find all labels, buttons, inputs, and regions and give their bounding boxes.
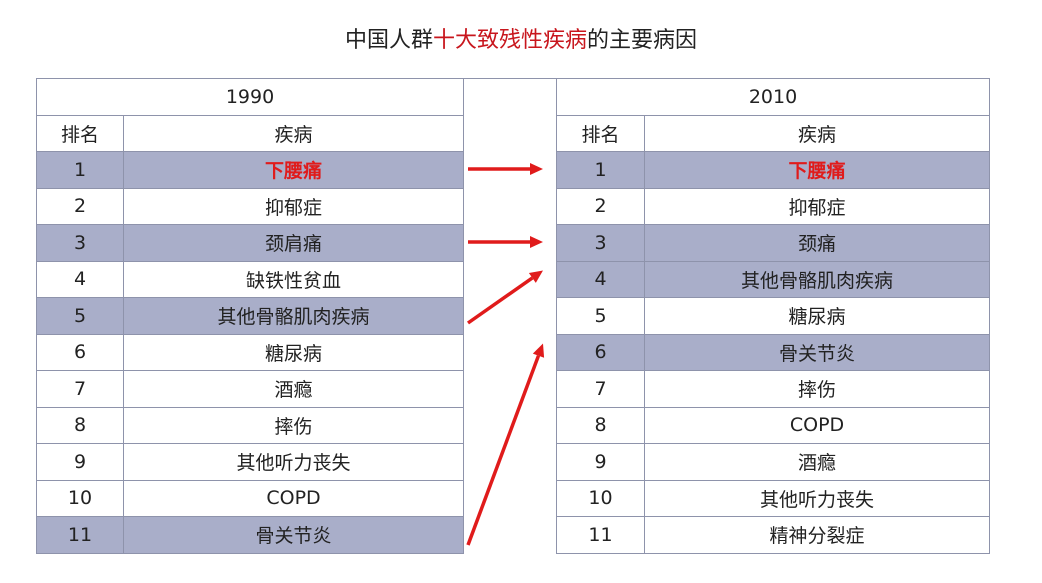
rank-cell: 10	[36, 479, 124, 517]
rank-cell: 6	[36, 333, 124, 371]
rank-cell: 3	[36, 224, 124, 262]
disease-cell: 下腰痛	[123, 151, 464, 189]
disease-cell: 抑郁症	[644, 187, 990, 225]
disease-cell: COPD	[123, 479, 464, 517]
disease-cell: 其他听力丧失	[644, 479, 990, 517]
title-highlight: 十大致残性疾病	[432, 28, 587, 53]
table-row: 1 下腰痛	[36, 151, 464, 189]
table-row: 10 COPD	[36, 479, 464, 517]
table-row: 5 其他骨骼肌肉疾病	[36, 297, 464, 335]
table-row: 1 下腰痛	[556, 151, 990, 189]
rank-cell: 2	[556, 187, 645, 225]
table-row: 8 摔伤	[36, 406, 464, 444]
disease-cell: 抑郁症	[123, 187, 464, 225]
rank-cell: 3	[556, 224, 645, 262]
table-row: 6 骨关节炎	[556, 333, 990, 371]
disease-cell: 缺铁性贫血	[123, 260, 464, 298]
disease-cell: 骨关节炎	[644, 333, 990, 371]
table-row: 7 酒瘾	[36, 370, 464, 408]
table-row: 3 颈肩痛	[36, 224, 464, 262]
rank-cell: 7	[36, 370, 124, 408]
rank-cell: 6	[556, 333, 645, 371]
arrow	[468, 163, 543, 175]
rank-cell: 5	[556, 297, 645, 335]
disease-cell: 精神分裂症	[644, 516, 990, 554]
rank-header: 排名	[36, 114, 124, 152]
title-post: 的主要病因	[587, 28, 698, 53]
disease-header: 疾病	[644, 114, 990, 152]
title-pre: 中国人群	[344, 28, 433, 53]
disease-cell: 其他骨骼肌肉疾病	[644, 260, 990, 298]
disease-cell: 骨关节炎	[123, 516, 464, 554]
table-row: 4 缺铁性贫血	[36, 260, 464, 298]
rank-cell: 7	[556, 370, 645, 408]
table-row: 11 精神分裂症	[556, 516, 990, 554]
disease-cell: 颈痛	[644, 224, 990, 262]
disease-cell: 其他骨骼肌肉疾病	[123, 297, 464, 335]
rank-cell: 8	[36, 406, 124, 444]
year-header: 1990	[36, 78, 464, 116]
rank-cell: 5	[36, 297, 124, 335]
disease-cell: 酒瘾	[644, 443, 990, 481]
arrow	[466, 343, 545, 546]
disease-cell: 酒瘾	[123, 370, 464, 408]
disease-cell: COPD	[644, 406, 990, 444]
table-row: 5 糖尿病	[556, 297, 990, 335]
rank-cell: 11	[36, 516, 124, 554]
table-row: 11 骨关节炎	[36, 516, 464, 554]
table-row: 10 其他听力丧失	[556, 479, 990, 517]
table-row: 3 颈痛	[556, 224, 990, 262]
disease-cell: 下腰痛	[644, 151, 990, 189]
page-title: 中国人群十大致残性疾病的主要病因	[0, 22, 1042, 54]
rank-cell: 4	[36, 260, 124, 298]
disease-cell: 摔伤	[123, 406, 464, 444]
rank-cell: 10	[556, 479, 645, 517]
table-2010: 2010 排名 疾病 1 下腰痛 2 抑郁症 3 颈痛 4 其他骨骼肌肉疾病 5 糖尿病 6 骨关节炎 7…	[556, 78, 990, 554]
arrow	[466, 270, 543, 325]
table-row: 2 抑郁症	[556, 187, 990, 225]
table-row: 2 抑郁症	[36, 187, 464, 225]
arrow	[468, 236, 543, 248]
disease-cell: 糖尿病	[644, 297, 990, 335]
rank-cell: 8	[556, 406, 645, 444]
table-row: 8 COPD	[556, 406, 990, 444]
table-1990: 1990 排名 疾病 1 下腰痛 2 抑郁症 3 颈肩痛 4 缺铁性贫血 5 其他骨骼肌肉疾病 6 糖尿…	[36, 78, 464, 554]
arrow-gap	[463, 78, 556, 553]
disease-cell: 颈肩痛	[123, 224, 464, 262]
